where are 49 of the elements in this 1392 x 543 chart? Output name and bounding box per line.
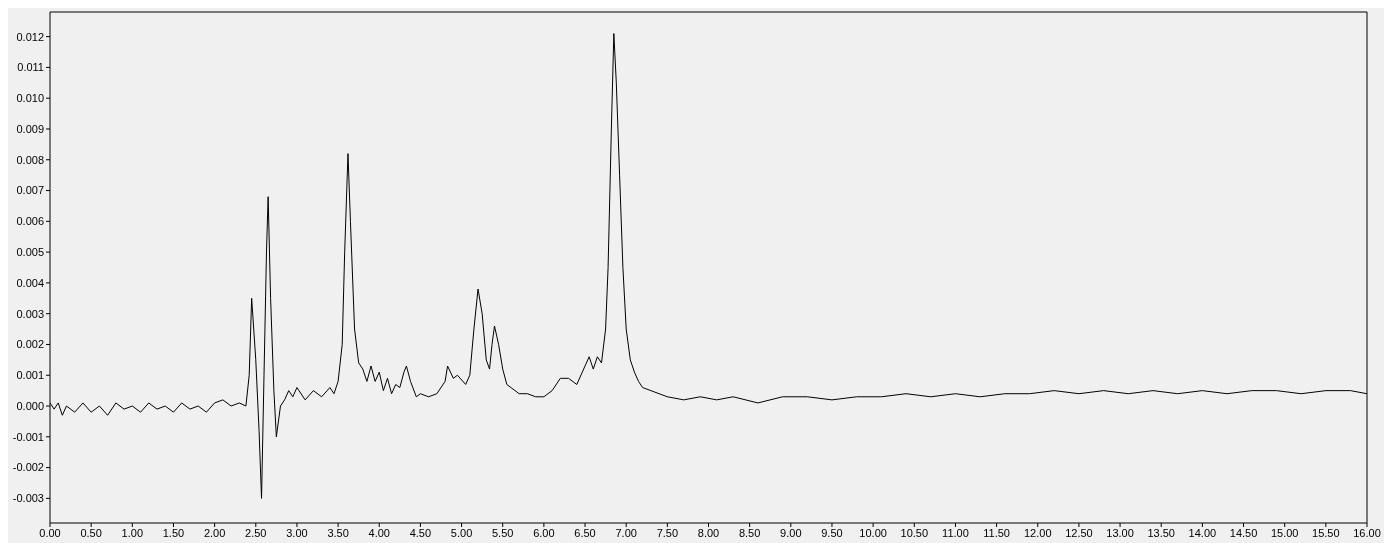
x-tick-label: 3.50	[327, 526, 349, 539]
x-tick-label: 0.50	[80, 526, 102, 539]
x-tick-label: 9.00	[780, 526, 802, 539]
y-tick-label: -0.002	[12, 461, 44, 474]
x-tick-label: 6.50	[574, 526, 596, 539]
x-tick-label: 14.00	[1188, 526, 1217, 539]
y-tick-label: 0.000	[16, 399, 44, 412]
x-tick-label: 12.50	[1065, 526, 1093, 539]
x-tick-label: 11.50	[983, 526, 1010, 539]
x-tick-label: 10.50	[900, 526, 929, 539]
y-tick-label: 0.001	[16, 369, 44, 382]
x-tick-label: 13.50	[1147, 526, 1175, 539]
x-tick-label: 1.00	[121, 526, 144, 539]
x-tick-label: 11.00	[942, 526, 969, 539]
y-tick-label: 0.009	[16, 122, 44, 135]
x-tick-label: 5.50	[492, 526, 514, 539]
x-tick-label: 6.00	[533, 526, 555, 539]
x-tick-label: 15.00	[1270, 526, 1299, 539]
x-tick-label: 13.00	[1106, 526, 1134, 539]
y-tick-label: 0.003	[16, 307, 44, 320]
x-tick-label: 2.50	[245, 526, 267, 539]
x-tick-label: 10.00	[859, 526, 887, 539]
x-tick-label: 4.00	[368, 526, 390, 539]
x-tick-label: 9.50	[821, 526, 843, 539]
x-tick-label: 7.00	[615, 526, 637, 539]
x-tick-label: 7.50	[656, 526, 679, 539]
x-tick-label: 16.00	[1353, 526, 1381, 539]
x-tick-label: 8.00	[697, 526, 720, 539]
y-tick-label: -0.001	[12, 430, 44, 443]
x-tick-label: 3.00	[286, 526, 308, 539]
y-tick-label: 0.006	[16, 215, 44, 228]
x-tick-label: 0.00	[39, 526, 61, 539]
x-tick-label: 14.50	[1229, 526, 1258, 539]
y-tick-label: 0.005	[16, 246, 44, 259]
x-tick-label: 8.50	[738, 526, 761, 539]
y-tick-label: -0.003	[12, 492, 44, 505]
y-tick-label: 0.010	[16, 92, 44, 105]
y-tick-label: 0.011	[17, 61, 44, 74]
y-tick-label: 0.002	[16, 338, 44, 351]
y-tick-label: 0.012	[16, 30, 44, 43]
x-tick-label: 2.00	[203, 526, 226, 539]
y-tick-label: 0.004	[16, 276, 44, 289]
x-tick-label: 4.50	[409, 526, 432, 539]
y-tick-label: 0.008	[16, 153, 44, 166]
x-tick-label: 1.50	[162, 526, 185, 539]
x-tick-label: 15.50	[1312, 526, 1340, 539]
x-tick-label: 12.00	[1023, 526, 1052, 539]
y-tick-label: 0.007	[16, 184, 44, 197]
x-tick-label: 5.00	[450, 526, 473, 539]
